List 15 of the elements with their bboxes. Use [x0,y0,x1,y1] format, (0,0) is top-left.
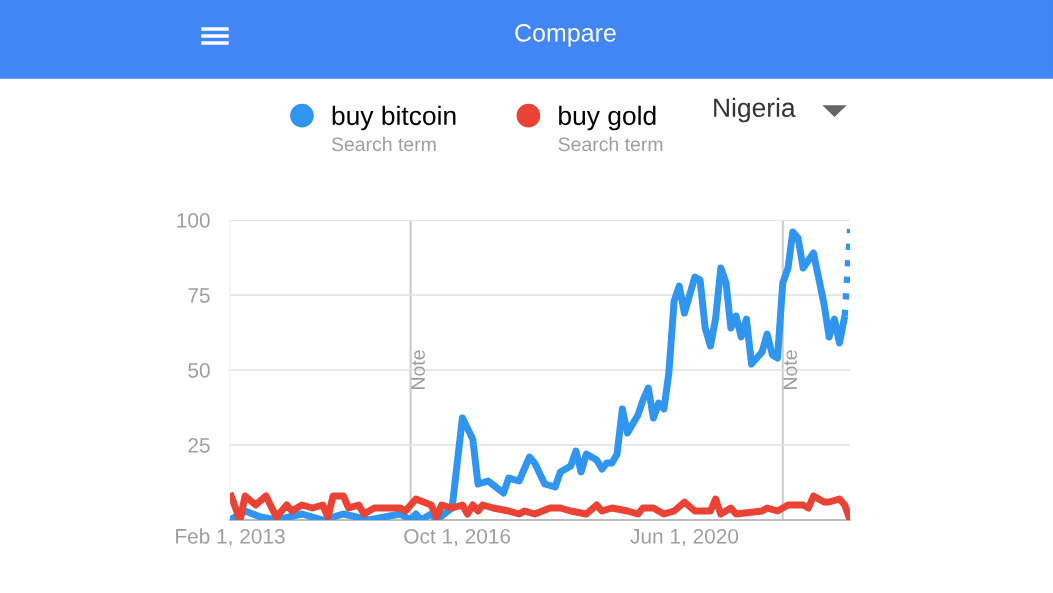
ref-line-label: Note [411,350,425,389]
legend-label: buy bitcoin [332,105,456,131]
x-tick-label: Feb 1, 2013 [176,528,285,547]
y-tick-label: 75 [188,288,210,303]
x-tick-label: Oct 1, 2016 [404,528,511,547]
ref-line-label: Note [783,350,798,389]
y-tick-label: 25 [188,438,210,453]
y-tick-label: 100 [177,213,210,228]
x-tick-label: Jun 1, 2020 [630,528,739,547]
text: Search term [331,136,436,152]
text: Nigeria [714,97,796,123]
legend-label: buy gold [559,105,656,131]
chart-title: Compare [515,24,616,47]
text: Search term [558,136,663,152]
y-tick-label: 50 [188,363,210,378]
